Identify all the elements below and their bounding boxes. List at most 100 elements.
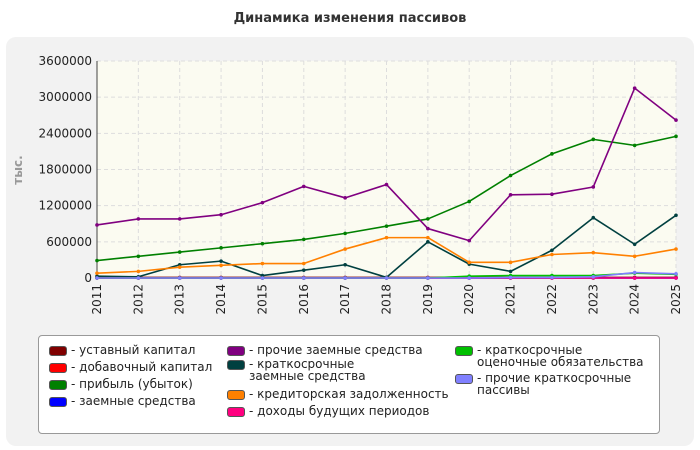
- y-tick-label: 2400000: [39, 126, 92, 140]
- data-point: [674, 213, 678, 218]
- x-tick-label: 2011: [90, 284, 104, 315]
- data-point: [426, 276, 430, 280]
- legend-item: - кредиторская задолженность: [227, 388, 457, 400]
- data-point: [426, 235, 430, 240]
- data-point: [343, 262, 347, 267]
- data-point: [674, 271, 678, 276]
- legend-swatch: [49, 363, 67, 373]
- legend-swatch: [227, 346, 245, 356]
- data-point: [301, 261, 306, 266]
- legend-swatch: [227, 407, 245, 417]
- data-point: [260, 241, 265, 246]
- legend-label: - уставный капитал: [71, 343, 196, 357]
- x-tick-label: 2014: [214, 284, 228, 315]
- data-point: [632, 86, 637, 90]
- y-axis-label: тыс.: [11, 155, 25, 184]
- data-point: [219, 259, 223, 263]
- y-tick-label: 1200000: [39, 199, 92, 213]
- data-point: [384, 235, 389, 240]
- data-point: [591, 137, 596, 142]
- data-point: [301, 268, 306, 272]
- data-point: [426, 226, 430, 231]
- legend-label: - доходы будущих периодов: [249, 404, 430, 418]
- data-point: [95, 223, 99, 227]
- chart-title: Динамика изменения пассивов: [233, 11, 467, 26]
- data-point: [384, 276, 389, 280]
- x-tick-label: 2022: [545, 284, 559, 315]
- data-point: [632, 143, 637, 148]
- y-tick-label: 3000000: [39, 90, 92, 104]
- data-point: [508, 275, 513, 280]
- data-point: [343, 276, 347, 280]
- data-point: [260, 200, 265, 205]
- data-point: [591, 215, 596, 220]
- data-point: [343, 231, 347, 236]
- data-point: [508, 193, 513, 197]
- legend-item: - краткосрочные оценочные обязательства: [455, 344, 655, 368]
- data-point: [674, 118, 678, 122]
- data-point: [550, 248, 554, 253]
- x-tick-label: 2013: [173, 284, 187, 315]
- y-tick-label: 600000: [46, 235, 92, 249]
- data-point: [508, 173, 513, 178]
- legend-label: - краткосрочные заемные средства: [249, 357, 366, 383]
- data-point: [550, 252, 554, 257]
- data-point: [136, 217, 141, 221]
- data-point: [550, 192, 554, 197]
- data-point: [260, 261, 265, 266]
- legend-item: - прибыль (убыток): [49, 378, 219, 390]
- legend-swatch: [227, 390, 245, 400]
- data-point: [426, 240, 430, 244]
- data-point: [632, 270, 637, 275]
- data-point: [674, 247, 678, 251]
- data-point: [301, 276, 306, 280]
- legend-swatch: [455, 346, 473, 356]
- legend-label: - краткосрочные оценочные обязательства: [477, 343, 644, 369]
- data-point: [467, 199, 472, 204]
- x-tick-label: 2025: [669, 284, 683, 315]
- data-point: [674, 134, 678, 139]
- data-point: [177, 250, 182, 254]
- x-tick-label: 2016: [297, 284, 311, 315]
- data-point: [136, 269, 141, 274]
- legend-item: - уставный капитал: [49, 344, 219, 356]
- legend: - уставный капитал - добавочный капитал - …: [38, 335, 660, 434]
- data-point: [301, 184, 306, 189]
- legend-swatch: [49, 380, 67, 390]
- data-point: [260, 276, 265, 280]
- data-point: [343, 196, 347, 200]
- data-point: [177, 265, 182, 269]
- data-point: [632, 254, 637, 259]
- data-point: [219, 263, 223, 268]
- data-point: [508, 260, 513, 265]
- data-point: [591, 274, 596, 279]
- legend-label: - прочие заемные средства: [249, 343, 423, 357]
- legend-label: - добавочный капитал: [71, 360, 213, 374]
- y-tick-label: 3600000: [39, 54, 92, 68]
- y-tick-label: 0: [84, 271, 92, 285]
- legend-label: - прочие краткосрочные пассивы: [477, 371, 632, 397]
- legend-item: - прочие краткосрочные пассивы: [455, 372, 655, 396]
- legend-label: - кредиторская задолженность: [249, 387, 449, 401]
- data-point: [632, 242, 637, 247]
- data-point: [177, 217, 182, 221]
- data-point: [219, 246, 223, 250]
- data-point: [550, 275, 554, 280]
- legend-item: - заемные средства: [49, 395, 219, 407]
- data-point: [95, 276, 99, 280]
- data-point: [467, 238, 472, 243]
- legend-item: - краткосрочные заемные средства: [227, 358, 387, 382]
- data-point: [136, 276, 141, 280]
- data-point: [550, 152, 554, 156]
- legend-swatch: [227, 360, 245, 370]
- legend-item: - прочие заемные средства: [227, 344, 447, 356]
- data-point: [301, 237, 306, 242]
- x-tick-label: 2012: [131, 284, 145, 315]
- x-tick-label: 2020: [462, 284, 476, 315]
- legend-item: - добавочный капитал: [49, 361, 219, 373]
- data-point: [219, 276, 223, 280]
- x-tick-label: 2019: [421, 284, 435, 315]
- data-point: [384, 182, 389, 187]
- data-point: [467, 276, 472, 280]
